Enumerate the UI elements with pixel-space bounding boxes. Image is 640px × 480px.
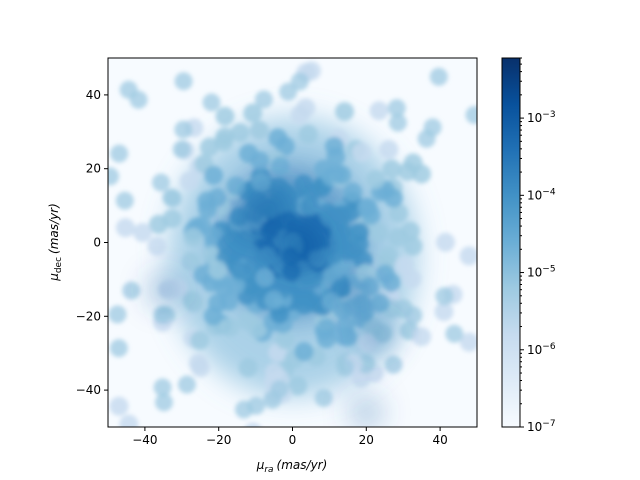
density-peak	[255, 183, 293, 221]
density-peak	[338, 277, 372, 311]
y-tick-label: 40	[86, 88, 101, 102]
x-axis-ticks: −40 −20 0 20 40	[132, 427, 448, 447]
heatmap-area	[107, 57, 478, 428]
colorbar-ticks: 10−7 10−6 10−5 10−4 10−3	[520, 57, 556, 434]
y-tick-label: −20	[76, 309, 101, 323]
x-tick-label: 20	[359, 433, 374, 447]
density-cores	[146, 183, 395, 427]
y-tick-label: −40	[76, 383, 101, 397]
x-tick-label: 40	[432, 433, 447, 447]
density-peak	[277, 224, 322, 269]
density-peak	[360, 317, 395, 352]
density-peak	[146, 273, 180, 308]
y-tick-label: 0	[93, 236, 101, 250]
x-tick-label: 0	[289, 433, 297, 447]
colorbar-tick-label: 10−5	[527, 265, 556, 280]
x-axis-label: μra (mas/yr)	[256, 458, 328, 475]
y-tick-label: 20	[86, 162, 101, 176]
y-axis-label: μdec(mas/yr)	[47, 203, 64, 282]
colorbar-tick-label: 10−7	[527, 419, 556, 434]
colorbar-tick-label: 10−6	[527, 342, 556, 357]
density-peak	[349, 395, 383, 427]
colorbar-tick-label: 10−4	[527, 187, 556, 202]
colorbar: 10−7 10−6 10−5 10−4 10−3	[501, 57, 556, 434]
y-axis-ticks: −40 −20 0 20 40	[76, 88, 108, 397]
x-tick-label: −40	[132, 433, 157, 447]
x-tick-label: −20	[206, 433, 231, 447]
colorbar-tick-label: 10−3	[527, 110, 556, 125]
colorbar-gradient	[501, 57, 521, 428]
